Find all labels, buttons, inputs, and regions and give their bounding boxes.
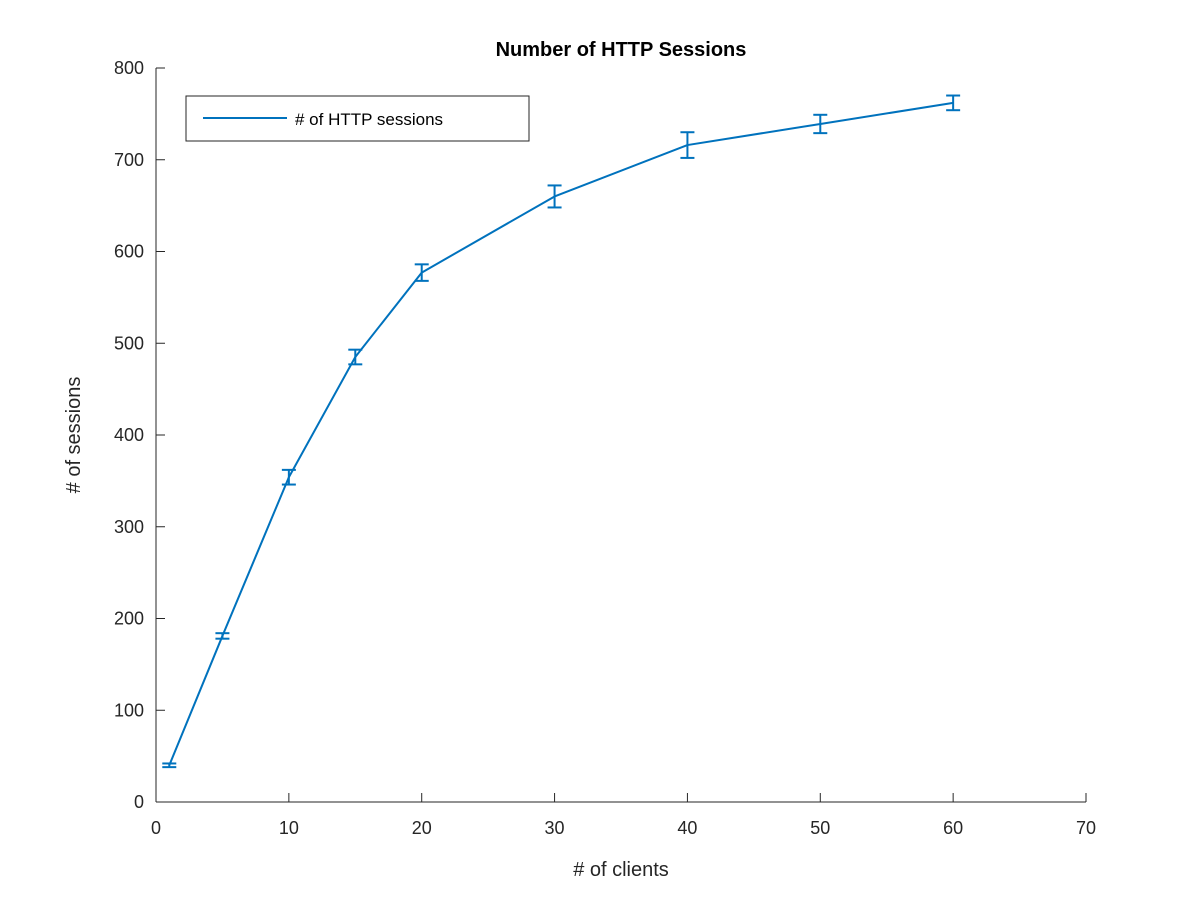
x-tick-label: 10 [279,818,299,838]
y-tick-label: 100 [114,700,144,720]
error-bar [215,632,230,640]
y-tick-label: 300 [114,517,144,537]
legend-entry-label: # of HTTP sessions [295,110,443,129]
error-bar [348,348,363,366]
y-tick-label: 0 [134,792,144,812]
chart-title: Number of HTTP Sessions [496,39,747,61]
x-tick-label: 20 [412,818,432,838]
error-bar [162,762,177,769]
y-axis-ticks: 0 100 200 300 400 500 600 700 800 [114,58,165,812]
x-tick-label: 60 [943,818,963,838]
plot-area: 0 10 20 30 40 50 60 70 0 100 200 300 400 500 600 700 80… [114,58,1096,838]
y-tick-label: 600 [114,242,144,262]
x-axis-ticks: 0 10 20 30 40 50 60 70 [151,793,1096,838]
series-layer [162,94,961,769]
x-tick-label: 40 [677,818,697,838]
x-axis-label: # of clients [573,859,669,881]
error-bar [946,94,961,112]
y-axis-label: # of sessions [63,377,85,494]
error-bar [281,468,296,486]
legend[interactable]: # of HTTP sessions [185,95,530,142]
x-tick-label: 70 [1076,818,1096,838]
y-tick-label: 400 [114,425,144,445]
error-bar [414,263,429,282]
x-tick-label: 50 [810,818,830,838]
x-tick-label: 30 [545,818,565,838]
x-tick-label: 0 [151,818,161,838]
y-tick-label: 700 [114,150,144,170]
y-tick-label: 500 [114,333,144,353]
y-tick-label: 800 [114,58,144,78]
y-tick-label: 200 [114,609,144,629]
error-bar [547,184,562,209]
error-bar [813,113,828,135]
error-bar [680,131,695,159]
